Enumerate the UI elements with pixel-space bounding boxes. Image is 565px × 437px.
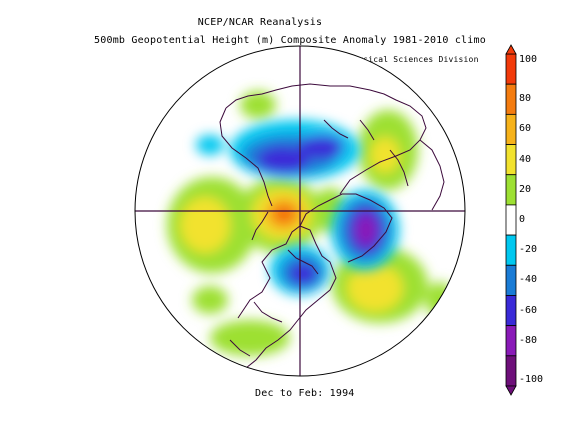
colorbar-swatch bbox=[505, 355, 517, 387]
colorbar-swatch bbox=[505, 325, 517, 357]
colorbar-tick-label: 80 bbox=[519, 93, 532, 105]
period-label: Dec to Feb: 1994 bbox=[255, 388, 355, 399]
colorbar-tick-label: 40 bbox=[519, 153, 532, 165]
colorbar-swatch bbox=[505, 234, 517, 266]
colorbar-tick-label: -80 bbox=[519, 334, 538, 346]
colorbar-swatch bbox=[505, 113, 517, 145]
colorbar-tick-label: 20 bbox=[519, 183, 532, 195]
map-boundary bbox=[134, 45, 466, 377]
map-title: NCEP/NCAR Reanalysis bbox=[197, 17, 323, 28]
colorbar-swatch bbox=[505, 174, 517, 206]
credit-label: NOAA/ESRL Physical Sciences Division bbox=[298, 55, 479, 64]
colorbar-tick-label: -100 bbox=[519, 374, 544, 385]
colorbar-top-arrow bbox=[505, 44, 517, 55]
colorbar-swatch bbox=[505, 53, 517, 85]
map-subtitle: 500mb Geopotential Height (m) Composite … bbox=[94, 35, 486, 46]
colorbar-bottom-arrow bbox=[505, 385, 517, 396]
colorbar-tick-label: 100 bbox=[519, 54, 538, 65]
colorbar-swatch bbox=[505, 144, 517, 176]
colorbar-tick-label: 60 bbox=[519, 123, 532, 135]
colorbar-tick-label: 0 bbox=[519, 214, 526, 225]
colorbar-swatch bbox=[505, 204, 517, 236]
colorbar-swatch bbox=[505, 83, 517, 115]
colorbar-swatch bbox=[505, 295, 517, 327]
coastlines bbox=[219, 83, 445, 373]
colorbar-swatch bbox=[505, 264, 517, 296]
colorbar-tick-label: -20 bbox=[519, 244, 538, 256]
colorbar-tick-label: -40 bbox=[519, 274, 538, 286]
colorbar-tick-label: -60 bbox=[519, 304, 538, 316]
